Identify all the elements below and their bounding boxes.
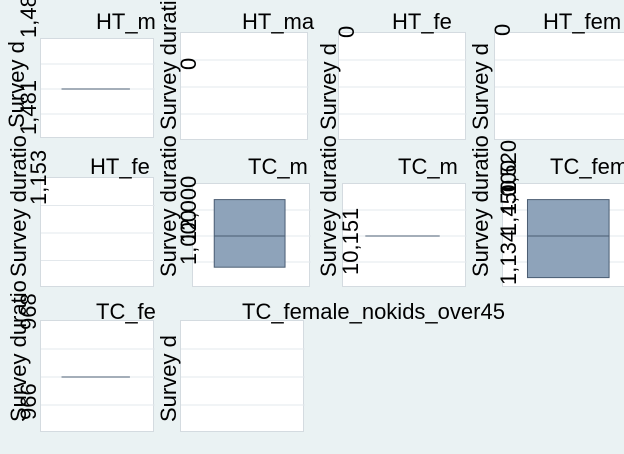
- panel-title: HT_m: [96, 9, 156, 34]
- panel-title: HT_fe: [90, 154, 150, 179]
- plot-svg: [193, 199, 311, 268]
- y-axis-label: Survey d: [316, 43, 341, 130]
- plot-area: [180, 32, 309, 140]
- y-tick-label: 1,153: [26, 149, 51, 205]
- chart-panel: HT_m Survey d 1,481 1,48: [0, 0, 156, 140]
- panel-title: TC_fe: [96, 299, 156, 324]
- panel-title: TC_fem: [550, 154, 624, 179]
- y-tick-label-top: 1,48: [16, 0, 41, 38]
- y-tick-label: 1,520: [496, 139, 521, 195]
- chart-panel: HT_fe Survey d 0: [312, 0, 468, 140]
- plot-area: [494, 32, 624, 140]
- chart-panel: HT_fem Survey d 0: [468, 0, 624, 140]
- plot-svg: [343, 209, 467, 263]
- plot-svg: [181, 348, 305, 406]
- chart-panel: HT_fe Survey duratio 1,153: [0, 135, 156, 287]
- plot-area: [40, 320, 155, 432]
- plot-area: [40, 38, 155, 138]
- chart-panel: TC_m Survey duratio 10,151: [312, 135, 468, 287]
- chart-panel: TC_fem Survey duratio 1,134 1,450 1,000 1,520: [468, 135, 624, 287]
- y-tick-label: 0: [490, 23, 515, 36]
- plot-area: [192, 183, 311, 287]
- plot-area: [502, 183, 624, 287]
- plot-svg: [503, 199, 624, 279]
- y-axis-label: Survey duratio: [316, 135, 341, 277]
- y-tick-label: 966: [16, 383, 41, 420]
- plot-svg: [181, 59, 309, 115]
- plot-svg: [339, 59, 467, 115]
- plot-svg: [41, 63, 155, 115]
- panel-title: HT_fe: [392, 9, 452, 34]
- y-tick-label: 1,000: [176, 209, 201, 265]
- plot-area: [40, 177, 155, 287]
- y-axis-label: Survey duratio: [468, 135, 493, 277]
- chart-panel: TC_fe Survey duratio 966 968: [0, 280, 156, 432]
- panel-title: TC_m: [398, 154, 458, 179]
- y-tick-label: 0: [334, 25, 359, 38]
- plot-area: [342, 183, 467, 287]
- y-axis-label: Survey d: [468, 43, 493, 130]
- chart-panel: TC_female_nokids_over45 Survey d: [156, 290, 505, 432]
- chart-panel: TC_m Survey duratio 12,000 1,000: [156, 135, 312, 287]
- box-iqr: [526, 199, 610, 279]
- y-tick-label: 10,151: [338, 207, 363, 275]
- plot-svg: [495, 59, 624, 115]
- y-tick-label: 1,134: [496, 229, 521, 285]
- panel-title: HT_fem: [543, 9, 622, 34]
- plot-svg: [41, 205, 155, 261]
- plot-area: [180, 320, 305, 432]
- y-tick-label: 1,481: [16, 79, 41, 135]
- y-tick-label: 0: [176, 57, 201, 70]
- y-tick-label: 968: [16, 293, 41, 330]
- panel-title: TC_m: [248, 154, 308, 179]
- y-axis-label: Survey d: [156, 335, 181, 422]
- chart-panel: HT_ma Survey duratio 0: [156, 0, 314, 140]
- panel-title: TC_female_nokids_over45: [242, 299, 505, 324]
- box-iqr: [213, 199, 286, 268]
- panel-title: HT_ma: [242, 9, 315, 34]
- plot-svg: [41, 348, 155, 406]
- plot-area: [338, 32, 467, 140]
